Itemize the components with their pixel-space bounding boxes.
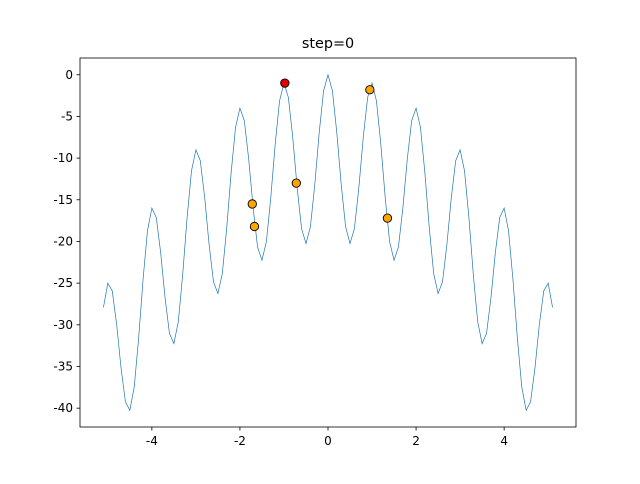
y-tick-label: 0 [65,68,73,82]
x-tick-label: -4 [146,434,158,448]
y-tick-label: -10 [53,151,73,165]
x-tick-label: -2 [234,434,246,448]
point [247,199,257,209]
point [291,178,301,188]
chart-title: step=0 [302,36,354,52]
point [382,213,393,223]
point [365,85,375,95]
point [280,78,290,88]
y-tick-label: -30 [53,318,73,332]
line [103,73,553,412]
plot-frame [79,57,577,428]
x-tick-label: 0 [324,434,332,448]
y-tick-label: -15 [53,193,73,207]
x-tick-label: 2 [412,434,420,448]
y-tick-label: -40 [53,401,73,415]
y-tick-label: -20 [53,234,73,248]
point [249,221,260,232]
y-tick-label: -25 [53,276,73,290]
y-tick-label: -35 [53,359,73,373]
y-tick-label: -5 [61,109,73,123]
x-tick-label: 4 [500,434,508,448]
